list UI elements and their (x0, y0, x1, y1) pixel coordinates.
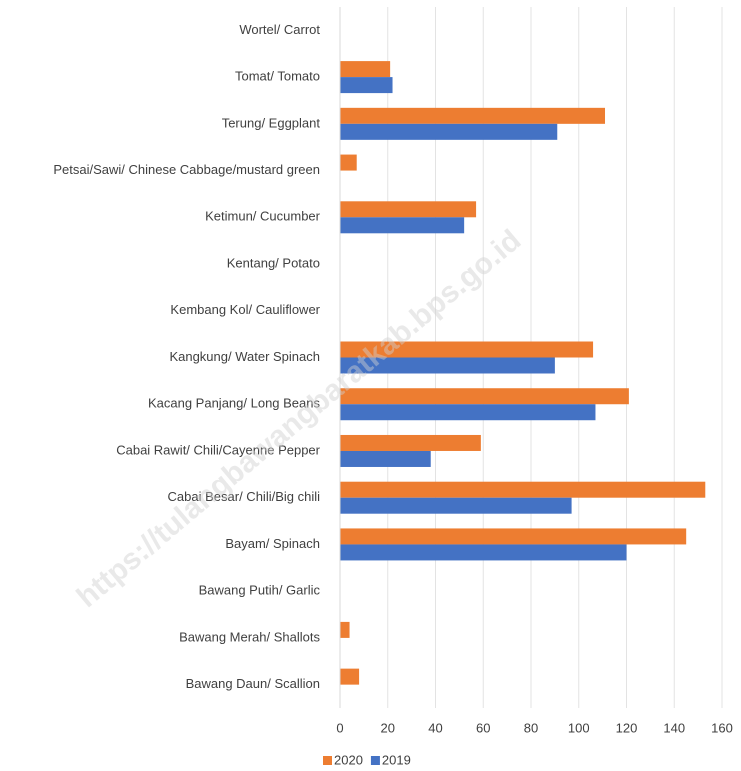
y-tick-label: Cabai Rawit/ Chili/Cayenne Pepper (116, 442, 320, 457)
y-tick-label: Bayam/ Spinach (225, 536, 320, 551)
bar (340, 481, 706, 498)
bar (340, 388, 629, 405)
x-tick-label: 80 (524, 720, 538, 735)
y-tick-label: Tomat/ Tomato (235, 69, 320, 84)
bar (340, 107, 606, 124)
x-tick-label: 140 (663, 720, 685, 735)
legend-swatch (370, 756, 380, 765)
bar (340, 154, 357, 171)
bar (340, 201, 477, 218)
bar (340, 668, 360, 685)
bar (340, 450, 431, 467)
bar (340, 434, 481, 451)
y-tick-label: Kembang Kol/ Cauliflower (170, 302, 320, 317)
y-tick-label: Wortel/ Carrot (239, 22, 320, 37)
legend-label: 2020 (334, 752, 363, 767)
y-tick-label: Bawang Putih/ Garlic (199, 583, 321, 598)
y-tick-label: Bawang Daun/ Scallion (186, 676, 320, 691)
y-tick-label: Kacang Panjang/ Long Beans (148, 396, 321, 411)
y-tick-label: Bawang Merah/ Shallots (179, 629, 320, 644)
bar (340, 497, 572, 514)
bar (340, 528, 687, 545)
y-tick-label: Terung/ Eggplant (222, 115, 321, 130)
bar (340, 404, 596, 421)
x-tick-label: 120 (616, 720, 638, 735)
y-tick-label: Ketimun/ Cucumber (205, 209, 321, 224)
x-tick-label: 20 (381, 720, 395, 735)
bar (340, 123, 558, 140)
bar (340, 621, 350, 638)
y-tick-label: Petsai/Sawi/ Chinese Cabbage/mustard gre… (53, 162, 320, 177)
bar (340, 77, 393, 94)
legend-swatch (323, 756, 332, 765)
legend-label: 2019 (382, 752, 411, 767)
x-tick-label: 100 (568, 720, 590, 735)
bar (340, 544, 627, 561)
x-tick-label: 60 (476, 720, 490, 735)
x-tick-label: 40 (428, 720, 442, 735)
x-tick-label: 160 (711, 720, 733, 735)
bar (340, 61, 391, 78)
y-tick-label: Kangkung/ Water Spinach (169, 349, 320, 364)
y-tick-label: Kentang/ Potato (227, 255, 320, 270)
bar (340, 217, 465, 234)
y-tick-label: Cabai Besar/ Chili/Big chili (168, 489, 321, 504)
x-tick-label: 0 (336, 720, 343, 735)
bar (340, 341, 594, 358)
bar (340, 357, 555, 374)
